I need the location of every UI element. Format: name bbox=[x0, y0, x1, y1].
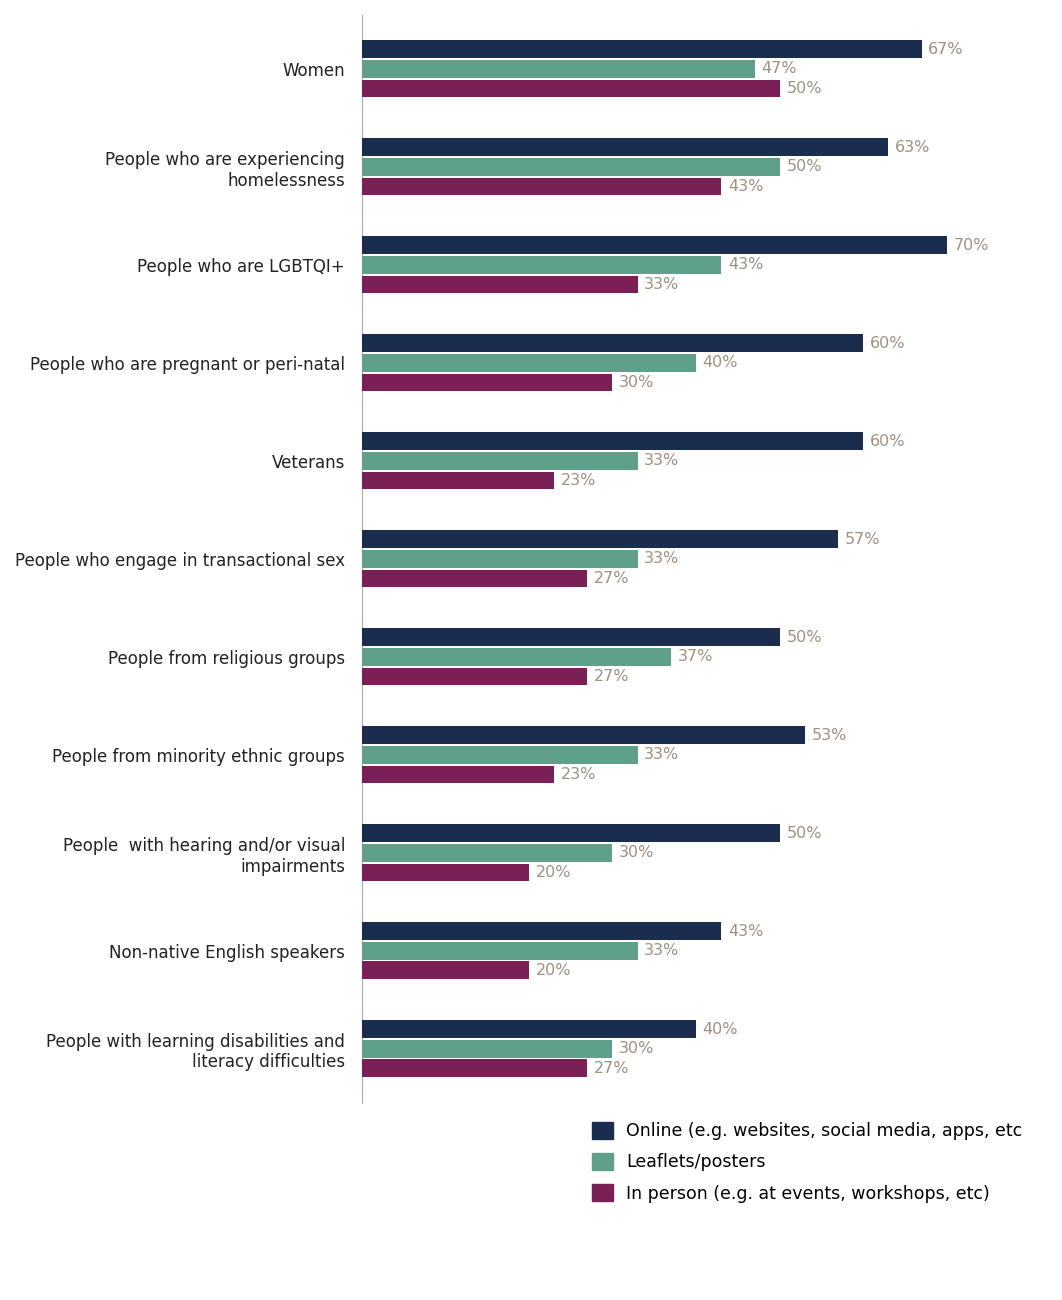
Text: 50%: 50% bbox=[786, 826, 822, 841]
Bar bbox=[362, 647, 671, 666]
Bar bbox=[362, 530, 838, 549]
Text: 20%: 20% bbox=[535, 963, 571, 978]
Bar bbox=[362, 178, 721, 195]
Legend: Online (e.g. websites, social media, apps, etc, Leaflets/posters, In person (e.g: Online (e.g. websites, social media, app… bbox=[592, 1122, 1023, 1203]
Bar bbox=[362, 452, 637, 469]
Text: 67%: 67% bbox=[928, 42, 964, 57]
Text: 37%: 37% bbox=[678, 649, 713, 664]
Bar bbox=[362, 824, 780, 842]
Text: 50%: 50% bbox=[786, 629, 822, 645]
Bar bbox=[362, 863, 529, 881]
Bar bbox=[362, 139, 888, 156]
Bar bbox=[362, 373, 613, 391]
Bar bbox=[362, 354, 696, 372]
Bar bbox=[362, 334, 863, 352]
Bar bbox=[362, 766, 554, 783]
Text: 33%: 33% bbox=[645, 277, 680, 292]
Text: 63%: 63% bbox=[895, 140, 930, 155]
Text: 50%: 50% bbox=[786, 160, 822, 174]
Text: 30%: 30% bbox=[619, 845, 654, 861]
Bar bbox=[362, 569, 587, 588]
Bar bbox=[362, 79, 780, 98]
Text: 23%: 23% bbox=[561, 767, 596, 781]
Bar bbox=[362, 276, 637, 294]
Bar bbox=[362, 746, 637, 763]
Bar bbox=[362, 237, 946, 254]
Bar bbox=[362, 962, 529, 979]
Bar bbox=[362, 1020, 696, 1037]
Text: 33%: 33% bbox=[645, 747, 680, 762]
Bar bbox=[362, 472, 554, 489]
Text: 70%: 70% bbox=[954, 238, 989, 252]
Text: 43%: 43% bbox=[727, 257, 764, 272]
Text: 43%: 43% bbox=[727, 179, 764, 194]
Bar bbox=[362, 628, 780, 646]
Bar bbox=[362, 942, 637, 959]
Bar bbox=[362, 1060, 587, 1078]
Text: 33%: 33% bbox=[645, 551, 680, 567]
Bar bbox=[362, 844, 613, 862]
Text: 43%: 43% bbox=[727, 923, 764, 939]
Text: 33%: 33% bbox=[645, 944, 680, 958]
Bar bbox=[362, 922, 721, 940]
Text: 53%: 53% bbox=[811, 728, 846, 742]
Text: 33%: 33% bbox=[645, 454, 680, 468]
Bar bbox=[362, 60, 754, 78]
Text: 23%: 23% bbox=[561, 473, 596, 488]
Text: 60%: 60% bbox=[870, 335, 905, 351]
Text: 27%: 27% bbox=[594, 571, 630, 586]
Text: 50%: 50% bbox=[786, 81, 822, 96]
Text: 20%: 20% bbox=[535, 864, 571, 880]
Text: 27%: 27% bbox=[594, 670, 630, 684]
Bar bbox=[362, 40, 922, 58]
Bar bbox=[362, 1040, 613, 1057]
Bar bbox=[362, 433, 863, 450]
Text: 40%: 40% bbox=[703, 1022, 738, 1036]
Text: 30%: 30% bbox=[619, 1041, 654, 1056]
Text: 60%: 60% bbox=[870, 434, 905, 448]
Text: 40%: 40% bbox=[703, 355, 738, 370]
Text: 27%: 27% bbox=[594, 1061, 630, 1076]
Bar bbox=[362, 159, 780, 176]
Bar bbox=[362, 550, 637, 568]
Text: 57%: 57% bbox=[844, 532, 880, 547]
Bar bbox=[362, 727, 805, 744]
Text: 30%: 30% bbox=[619, 374, 654, 390]
Bar bbox=[362, 667, 587, 685]
Text: 47%: 47% bbox=[761, 61, 796, 77]
Bar bbox=[362, 256, 721, 274]
